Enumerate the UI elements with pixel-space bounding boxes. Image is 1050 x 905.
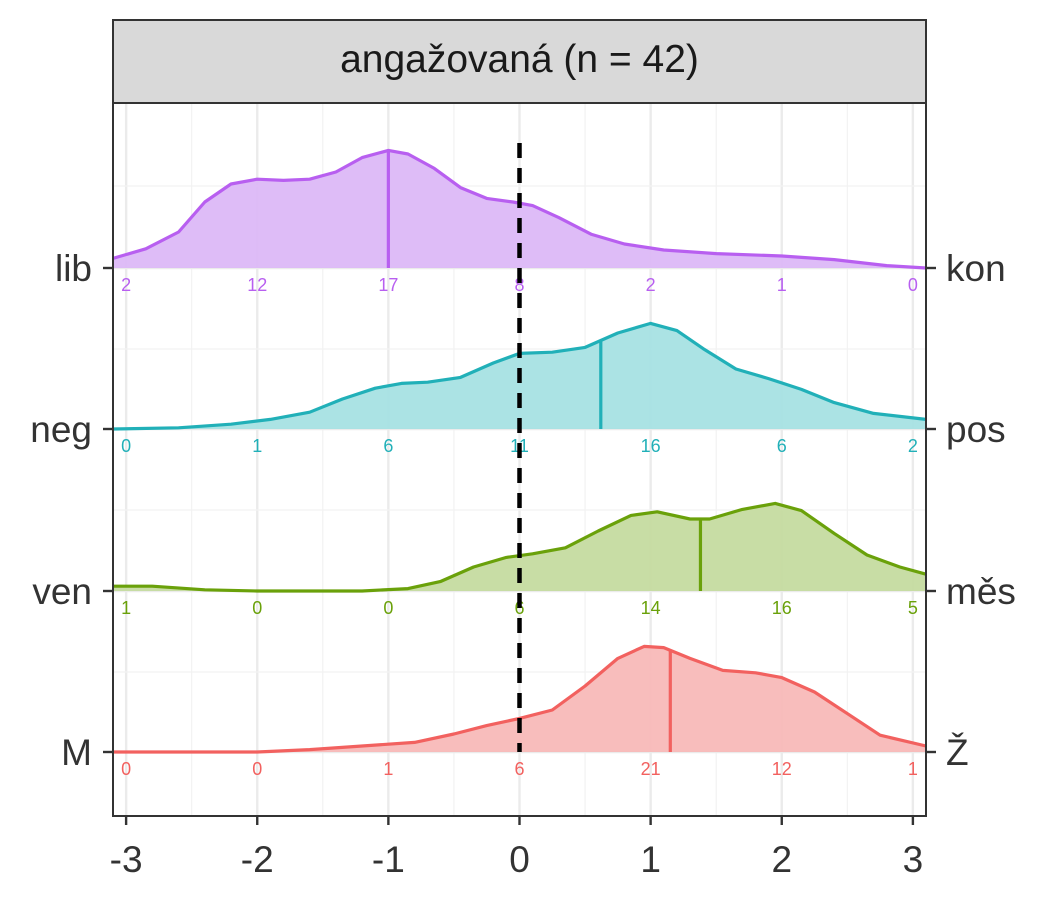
density-curve-neg	[112, 321, 927, 431]
count-label: 14	[641, 598, 661, 618]
count-label: 16	[772, 598, 792, 618]
count-label: 16	[641, 436, 661, 456]
count-label: 12	[772, 759, 792, 779]
left-axis-label: M	[61, 732, 92, 773]
count-label: 0	[121, 436, 131, 456]
x-tick-label: 0	[509, 839, 530, 880]
count-label: 1	[252, 436, 262, 456]
facet-strip-title: angažovaná (n = 42)	[340, 38, 699, 81]
count-label: 21	[641, 759, 661, 779]
right-axis-label: kon	[946, 248, 1006, 289]
right-axis-label: Ž	[946, 732, 969, 773]
density-curve-ven	[113, 501, 927, 593]
left-axis-label: ven	[32, 571, 92, 612]
count-label: 0	[252, 759, 262, 779]
left-axis-label: neg	[30, 409, 92, 450]
density-curve-M	[113, 644, 927, 754]
left-axis-label: lib	[55, 248, 92, 289]
count-label: 0	[252, 598, 262, 618]
count-label: 6	[777, 436, 787, 456]
count-label: 6	[514, 759, 524, 779]
right-axis-label: měs	[946, 571, 1016, 612]
x-tick-label: -2	[241, 839, 274, 880]
count-label: 5	[908, 598, 918, 618]
count-label: 2	[121, 275, 131, 295]
density-area-lib	[113, 150, 926, 268]
count-label: 1	[777, 275, 787, 295]
count-label: 2	[908, 436, 918, 456]
count-label: 0	[121, 759, 131, 779]
density-area-ven	[113, 503, 926, 591]
right-axis-label: pos	[946, 409, 1006, 450]
count-label: 1	[908, 759, 918, 779]
x-tick-label: 3	[903, 839, 924, 880]
x-tick-label: -3	[110, 839, 143, 880]
x-tick-label: 1	[640, 839, 661, 880]
density-curve-lib	[112, 148, 927, 270]
count-label: 12	[247, 275, 267, 295]
count-label: 1	[383, 759, 393, 779]
count-label: 2	[646, 275, 656, 295]
density-area-M	[113, 646, 926, 752]
count-label: 6	[383, 436, 393, 456]
count-label: 0	[383, 598, 393, 618]
count-label: 1	[121, 598, 131, 618]
count-label: 17	[378, 275, 398, 295]
count-label: 8	[514, 275, 524, 295]
x-tick-label: -1	[372, 839, 405, 880]
facet-strip	[112, 19, 927, 104]
count-label: 0	[908, 275, 918, 295]
x-tick-label: 2	[771, 839, 792, 880]
